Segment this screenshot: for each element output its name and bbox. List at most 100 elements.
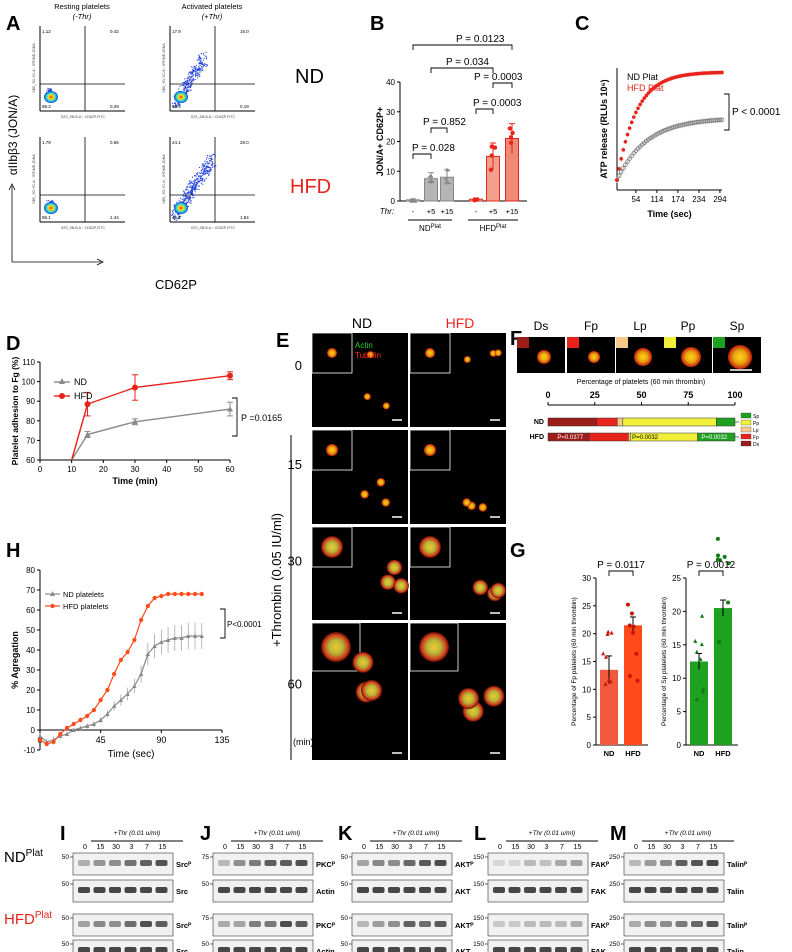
facs-event: [194, 65, 196, 68]
panel-f-shape-key: [517, 337, 529, 348]
facs-event: [205, 56, 207, 58]
blot-lane-label: 0: [223, 844, 227, 851]
facs-event: [183, 192, 185, 194]
blot-header: +Thr (0.01 u/ml): [114, 830, 160, 837]
facs-event: [48, 89, 50, 91]
panel-c-hfd-point: [634, 110, 638, 115]
blot-band: [124, 887, 137, 893]
blot-ladder-label: 50: [202, 941, 210, 948]
panel-h-point: [78, 725, 83, 730]
panel-h-point: [105, 687, 110, 693]
panel-e-col-nd: ND: [352, 315, 372, 331]
facs-event: [190, 84, 192, 86]
panel-e-cell: [462, 498, 471, 507]
blot-band: [434, 947, 447, 952]
facs-event: [194, 75, 196, 77]
blot-header: +Thr (0.01 u/ml): [529, 830, 575, 837]
blot-band: [109, 921, 121, 927]
facs-event: [185, 82, 187, 84]
facs-event: [186, 201, 188, 203]
panel-g-point: [693, 638, 698, 643]
panel-d-point: [84, 401, 91, 408]
blot-band: [691, 860, 703, 866]
blot-protein-label: Talin: [727, 947, 744, 952]
blot-strip: [212, 913, 314, 937]
blot-band: [280, 887, 292, 893]
facs-event: [185, 193, 187, 196]
panel-h-point: [118, 657, 123, 663]
blot-band: [539, 887, 552, 893]
blot-band: [295, 887, 308, 893]
facs-event: [178, 200, 180, 202]
panel-letter-g: G: [510, 540, 526, 562]
facs-event: [186, 185, 188, 187]
panel-g-point: [631, 624, 636, 629]
facs-event: [193, 194, 195, 196]
panel-b-thr-label: +15: [441, 207, 454, 216]
panel-b-point: [508, 135, 514, 140]
blot-band: [660, 860, 672, 866]
blot-band: [140, 947, 152, 952]
facs-event: [206, 155, 209, 157]
panel-h-point: [132, 637, 137, 643]
panel-c-x-tick-label: 174: [671, 195, 685, 204]
blot-strip: [72, 913, 174, 937]
facs-event: [182, 89, 184, 91]
blot-band: [93, 887, 106, 893]
facs-event: [196, 72, 198, 74]
panel-e-col-hfd: HFD: [446, 315, 475, 331]
panel-g-point: [694, 696, 699, 701]
facs-event: [191, 69, 193, 71]
facs-event: [213, 165, 216, 167]
panel-f-legend-label: Fp: [753, 435, 759, 441]
blot-header: +Thr (0.01 u/ml): [665, 830, 711, 837]
blot-ladder-label: 150: [473, 941, 484, 948]
panel-h-point: [186, 633, 191, 638]
facs-density-core: [174, 202, 188, 214]
facs-event: [194, 188, 196, 190]
facs-event: [193, 187, 195, 189]
panel-g-y-tick-label: 30: [582, 574, 591, 583]
facs-event: [195, 67, 197, 69]
facs-event: [187, 202, 189, 204]
facs-event: [199, 57, 201, 59]
facs-event: [184, 200, 186, 202]
facs-event: [190, 190, 192, 192]
panel-e-cell: [483, 685, 505, 707]
panel-e-cell: [376, 478, 386, 487]
facs-event: [184, 85, 186, 87]
facs-event: [195, 175, 197, 177]
blot-protein-label: PKCᴾ: [316, 860, 336, 869]
panel-e-inset-cell: [321, 536, 343, 558]
facs-event: [46, 200, 48, 202]
panel-g-point: [629, 611, 634, 616]
western-blots: NDPlat HFDPlat +Thr (0.01 u/ml)0 15 30 3 7 15…: [4, 830, 748, 952]
facs-event: [198, 66, 200, 68]
blot-ladder-label: 50: [341, 881, 349, 888]
blot-band: [93, 860, 106, 866]
panel-letter-b: B: [370, 13, 384, 35]
panel-d-x-tick-label: 10: [67, 465, 76, 474]
facs-event: [200, 68, 202, 70]
facs-event: [201, 166, 203, 168]
panel-g-ylabel: Percentage of Fp platelets (60 min throm…: [571, 597, 578, 726]
blot-ladder-label: 75: [202, 915, 210, 922]
panel-f-legend-swatch: [740, 433, 752, 440]
panel-h-point: [37, 733, 43, 738]
panel-g-pvalue: P = 0.0012: [687, 560, 736, 571]
facs-event: [199, 55, 201, 57]
facs-event: [211, 166, 213, 168]
facs-event: [192, 176, 194, 178]
facs-q1-value: 24.1: [172, 140, 181, 145]
facs-event: [187, 90, 189, 92]
facs-event: [187, 198, 189, 200]
facs-event: [187, 84, 189, 86]
panel-g-y-tick-label: 0: [677, 741, 682, 750]
blot-protein-label: Talinᴾ: [727, 921, 748, 930]
facs-x-axis-label: S2S_SB-B-A :: CD62P-FITC: [61, 115, 106, 119]
panel-a-xlabel: CD62P: [155, 277, 197, 292]
blot-band: [124, 921, 137, 927]
panel-f-shape-cell: [681, 347, 701, 367]
facs-event: [191, 72, 193, 74]
facs-event: [172, 209, 175, 211]
